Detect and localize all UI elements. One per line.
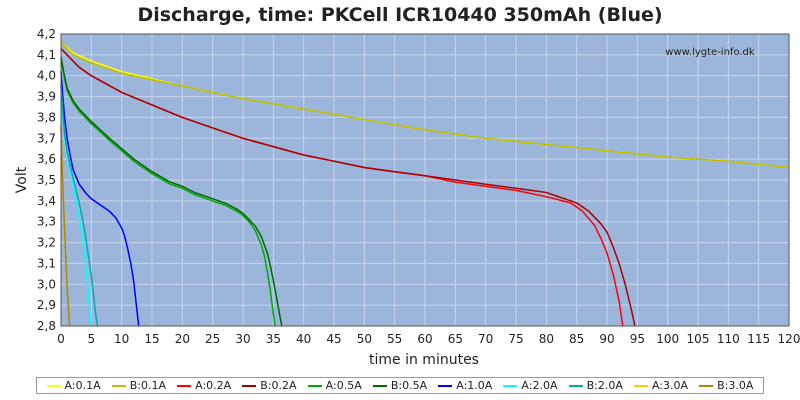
y-axis-label: Volt bbox=[14, 166, 30, 193]
y-tick-label: 3,7 bbox=[37, 131, 56, 145]
legend-item: A:0.1A bbox=[46, 379, 101, 392]
y-tick-label: 3,6 bbox=[37, 152, 56, 166]
legend-swatch bbox=[568, 384, 583, 387]
x-tick-label: 5 bbox=[88, 332, 96, 346]
legend-item: A:0.2A bbox=[177, 379, 231, 392]
legend: A:0.1A B:0.1A A:0.2A B:0.2A A:0.5A B:0.5A A:1.… bbox=[36, 377, 764, 394]
series-line-b-2-0a bbox=[60, 86, 99, 327]
legend-swatch bbox=[633, 384, 648, 387]
series-line-b-0-5a bbox=[60, 56, 283, 327]
legend-item: B:2.0A bbox=[568, 379, 623, 392]
y-tick-label: 3,8 bbox=[37, 110, 56, 124]
ticks: 0 5 10 15 20 25 30 35 40 45 50 55 60 65 70 75 80 85 90 95 10… bbox=[37, 27, 800, 346]
y-tick-label: 3,1 bbox=[37, 256, 56, 270]
plot-frame bbox=[60, 33, 790, 327]
x-tick-label: 110 bbox=[717, 332, 740, 346]
y-tick-label: 4,0 bbox=[37, 69, 56, 83]
x-tick-label: 40 bbox=[296, 332, 311, 346]
legend-swatch bbox=[372, 384, 387, 387]
x-tick-label: 60 bbox=[417, 332, 432, 346]
series-line-b-0-1a bbox=[60, 41, 790, 169]
y-tick-label: 3,0 bbox=[37, 277, 56, 291]
series-line-a-0-5a bbox=[60, 58, 276, 327]
x-tick-label: 95 bbox=[630, 332, 645, 346]
x-tick-label: 50 bbox=[357, 332, 372, 346]
x-tick-label: 70 bbox=[478, 332, 493, 346]
series-line-a-1-0a bbox=[60, 71, 140, 327]
legend-label: A:0.2A bbox=[195, 379, 232, 392]
legend-label: B:0.5A bbox=[390, 379, 428, 392]
legend-item: A:3.0A bbox=[633, 379, 689, 392]
legend-label: A:1.0A bbox=[456, 379, 493, 392]
legend-item: B:0.5A bbox=[372, 379, 428, 392]
legend-label: B:0.2A bbox=[260, 379, 297, 392]
x-tick-label: 0 bbox=[57, 332, 65, 346]
legend-swatch bbox=[699, 384, 714, 387]
x-tick-label: 75 bbox=[508, 332, 523, 346]
x-tick-label: 20 bbox=[175, 332, 190, 346]
series-layer bbox=[60, 41, 790, 327]
x-tick-label: 105 bbox=[687, 332, 710, 346]
series-line-b-0-2a bbox=[60, 48, 636, 327]
legend-label: A:0.5A bbox=[325, 379, 362, 392]
legend-label: B:2.0A bbox=[586, 379, 623, 392]
x-tick-label: 55 bbox=[387, 332, 402, 346]
legend-item: B:0.1A bbox=[111, 379, 166, 392]
x-tick-label: 10 bbox=[114, 332, 129, 346]
chart-title: Discharge, time: PKCell ICR10440 350mAh … bbox=[137, 4, 663, 26]
y-tick-label: 3,4 bbox=[37, 194, 56, 208]
legend-label: B:3.0A bbox=[717, 379, 754, 392]
x-tick-label: 80 bbox=[539, 332, 554, 346]
y-tick-label: 3,2 bbox=[37, 236, 56, 250]
legend-swatch bbox=[111, 384, 126, 387]
x-tick-label: 120 bbox=[778, 332, 800, 346]
y-tick-label: 4,1 bbox=[37, 48, 56, 62]
legend-item: B:3.0A bbox=[699, 379, 753, 392]
y-tick-label: 3,3 bbox=[37, 215, 56, 229]
legend-swatch bbox=[307, 384, 322, 387]
legend-item: A:1.0A bbox=[438, 379, 492, 392]
y-tick-label: 2,9 bbox=[37, 298, 56, 312]
legend-swatch bbox=[242, 384, 257, 387]
series-line-b-3-0a bbox=[60, 125, 71, 327]
legend-item: B:0.2A bbox=[242, 379, 297, 392]
y-tick-label: 2,8 bbox=[37, 319, 56, 333]
legend-label: A:0.1A bbox=[64, 379, 101, 392]
x-tick-label: 15 bbox=[144, 332, 159, 346]
x-tick-label: 100 bbox=[656, 332, 679, 346]
y-tick-label: 3,5 bbox=[37, 173, 56, 187]
legend-swatch bbox=[46, 384, 61, 387]
x-tick-label: 85 bbox=[569, 332, 584, 346]
legend-label: B:0.1A bbox=[129, 379, 166, 392]
x-tick-label: 35 bbox=[266, 332, 281, 346]
legend-item: A:0.5A bbox=[307, 379, 362, 392]
y-tick-label: 4,2 bbox=[37, 27, 56, 41]
x-axis-label: time in minutes bbox=[369, 352, 479, 368]
watermark-text: www.lygte-info.dk bbox=[665, 47, 755, 58]
x-tick-label: 90 bbox=[599, 332, 614, 346]
legend-swatch bbox=[177, 384, 192, 387]
legend-label: A:3.0A bbox=[651, 379, 689, 392]
x-tick-label: 25 bbox=[205, 332, 220, 346]
y-tick-label: 3,9 bbox=[37, 90, 56, 104]
legend-swatch bbox=[503, 384, 518, 387]
legend-item: A:2.0A bbox=[503, 379, 557, 392]
x-tick-label: 30 bbox=[235, 332, 250, 346]
legend-swatch bbox=[438, 384, 453, 387]
x-tick-label: 115 bbox=[747, 332, 770, 346]
x-tick-label: 45 bbox=[326, 332, 341, 346]
legend-label: A:2.0A bbox=[521, 379, 558, 392]
x-tick-label: 65 bbox=[448, 332, 463, 346]
